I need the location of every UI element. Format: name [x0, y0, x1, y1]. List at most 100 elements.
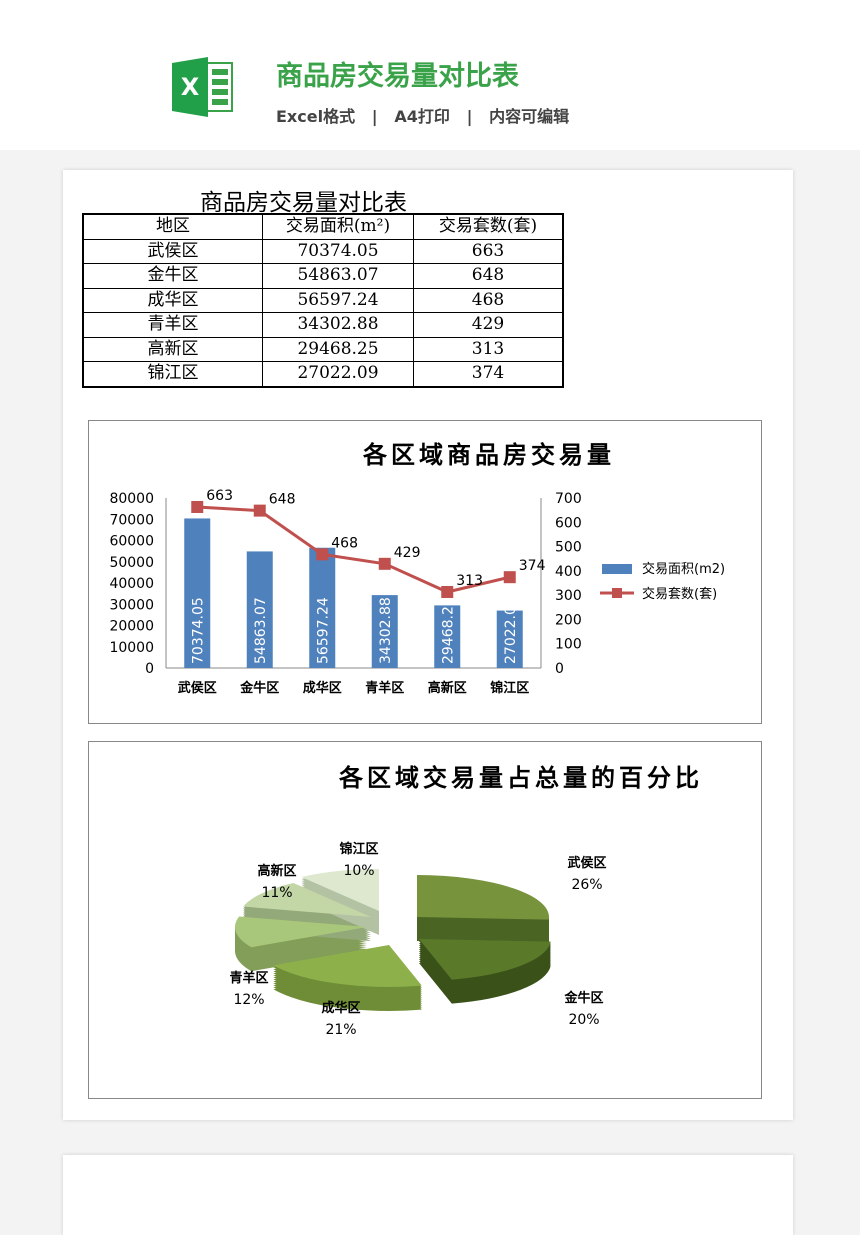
table-title: 商品房交易量对比表: [200, 190, 407, 216]
table-row: 锦江区 27022.09 374: [82, 361, 564, 387]
table-cell: 54863.07: [262, 263, 414, 289]
y-tick-label: 70000: [109, 512, 154, 528]
y2-tick-label: 0: [555, 661, 564, 677]
table-row: 金牛区 54863.07 648: [82, 263, 564, 289]
chart-title: 各区域商品房交易量: [362, 441, 615, 469]
pie-chart: 各区域交易量占总量的百分比武侯区 26% 金牛区 20% 成华区 21% 青羊区 12% 高新区…: [88, 741, 762, 1099]
line-data-label: 648: [269, 492, 296, 508]
x-tick-label: 高新区: [428, 680, 467, 696]
bar-data-label: 34302.88: [378, 597, 394, 664]
table-cell: 锦江区: [82, 361, 263, 387]
table-cell: 663: [413, 238, 564, 264]
chart-title: 各区域交易量占总量的百分比: [338, 764, 703, 792]
pie-percent-label: 12%: [233, 992, 264, 1008]
y2-tick-label: 200: [555, 612, 582, 628]
pie-slice: [243, 883, 371, 917]
bar: [309, 547, 336, 668]
table-cell: 武侯区: [82, 238, 263, 264]
column-header: 交易套数(套): [413, 213, 564, 240]
pie-slice: [301, 869, 379, 911]
bar: [496, 610, 523, 668]
excel-logo-icon: X: [172, 57, 233, 117]
pie-percent-label: 21%: [325, 1022, 356, 1038]
line-data-label: 429: [394, 545, 421, 561]
pie-category-label: 金牛区: [563, 990, 603, 1006]
line-marker: [503, 571, 516, 584]
line-data-label: 313: [456, 573, 483, 589]
y2-tick-label: 100: [555, 637, 582, 653]
pie-category-label: 成华区: [321, 1000, 360, 1016]
pie-percent-label: 26%: [571, 877, 602, 893]
table-cell: 27022.09: [262, 361, 414, 387]
legend-marker: [612, 588, 622, 598]
table-cell: 成华区: [82, 287, 263, 313]
x-tick-label: 成华区: [303, 680, 342, 696]
y2-tick-label: 300: [555, 588, 582, 604]
y2-tick-label: 700: [555, 491, 582, 507]
y-tick-label: 40000: [109, 576, 154, 592]
table-cell: 高新区: [82, 336, 263, 362]
y-tick-label: 20000: [109, 619, 154, 635]
legend-label: 交易套数(套): [642, 586, 717, 602]
bar-data-label: 56597.24: [315, 597, 331, 664]
y-tick-label: 50000: [109, 555, 154, 571]
data-table: 地区 交易面积(m²) 交易套数(套) 武侯区 70374.05 663 金牛区 548…: [82, 213, 564, 388]
pie-percent-label: 11%: [261, 885, 292, 901]
y2-tick-label: 500: [555, 540, 582, 556]
pie-category-label: 武侯区: [567, 855, 606, 871]
column-header: 地区: [82, 213, 263, 240]
y-tick-label: 80000: [109, 491, 154, 507]
pie-slice: [273, 945, 422, 987]
bar: [371, 595, 398, 668]
pie-slice: [417, 875, 549, 920]
svg-text:X: X: [181, 73, 200, 101]
table-row: 成华区 56597.24 468: [82, 287, 564, 313]
table-cell: 648: [413, 263, 564, 289]
y-tick-label: 30000: [109, 597, 154, 613]
y2-tick-label: 600: [555, 515, 582, 531]
y2-tick-label: 400: [555, 564, 582, 580]
table-row: 青羊区 34302.88 429: [82, 312, 564, 338]
line-marker: [253, 504, 266, 517]
x-tick-label: 金牛区: [239, 680, 279, 696]
pie-category-label: 高新区: [257, 863, 296, 879]
line-data-label: 374: [519, 558, 546, 574]
table-cell: 374: [413, 361, 564, 387]
line-series: [197, 505, 511, 594]
table-cell: 34302.88: [262, 312, 414, 338]
pie-percent-label: 20%: [568, 1012, 599, 1028]
page-subtitle: Excel格式 | A4打印 | 内容可编辑: [276, 107, 570, 126]
bar: [246, 551, 273, 668]
table-header-row: 地区 交易面积(m²) 交易套数(套): [82, 213, 564, 240]
line-marker: [378, 557, 391, 570]
table-cell: 金牛区: [82, 263, 263, 289]
pie-category-label: 锦江区: [339, 841, 378, 857]
pie-category-label: 青羊区: [229, 970, 268, 986]
table-cell: 29468.25: [262, 336, 414, 362]
bar-data-label: 54863.07: [253, 597, 269, 664]
line-marker: [441, 585, 454, 598]
table-cell: 70374.05: [262, 238, 414, 264]
pie-percent-label: 10%: [343, 863, 374, 879]
table-cell: 56597.24: [262, 287, 414, 313]
bar: [434, 605, 461, 668]
page-header: X 商品房交易量对比表 Excel格式 | A4打印 | 内容可编辑: [0, 0, 860, 150]
bar-data-label: 70374.05: [190, 597, 206, 664]
column-header: 交易面积(m²): [262, 213, 414, 240]
document-page-2: [63, 1155, 793, 1235]
legend-swatch-bar: [602, 564, 632, 574]
table-cell: 429: [413, 312, 564, 338]
table-row: 武侯区 70374.05 663: [82, 238, 564, 264]
x-tick-label: 武侯区: [178, 680, 217, 696]
line-data-label: 663: [206, 488, 233, 504]
table-cell: 313: [413, 336, 564, 362]
line-marker: [191, 500, 204, 513]
table-row: 高新区 29468.25 313: [82, 336, 564, 362]
page-title: 商品房交易量对比表: [276, 61, 519, 92]
pie-slice: [419, 939, 551, 980]
bar-data-label: 29468.25: [440, 597, 456, 664]
line-data-label: 468: [331, 535, 358, 551]
bar-line-chart: 各区域商品房交易量 80000 70000 60000 50000 40000 30000 2…: [88, 420, 762, 724]
y-tick-label: 60000: [109, 534, 154, 550]
bar-data-label: 27022.09: [503, 597, 519, 664]
